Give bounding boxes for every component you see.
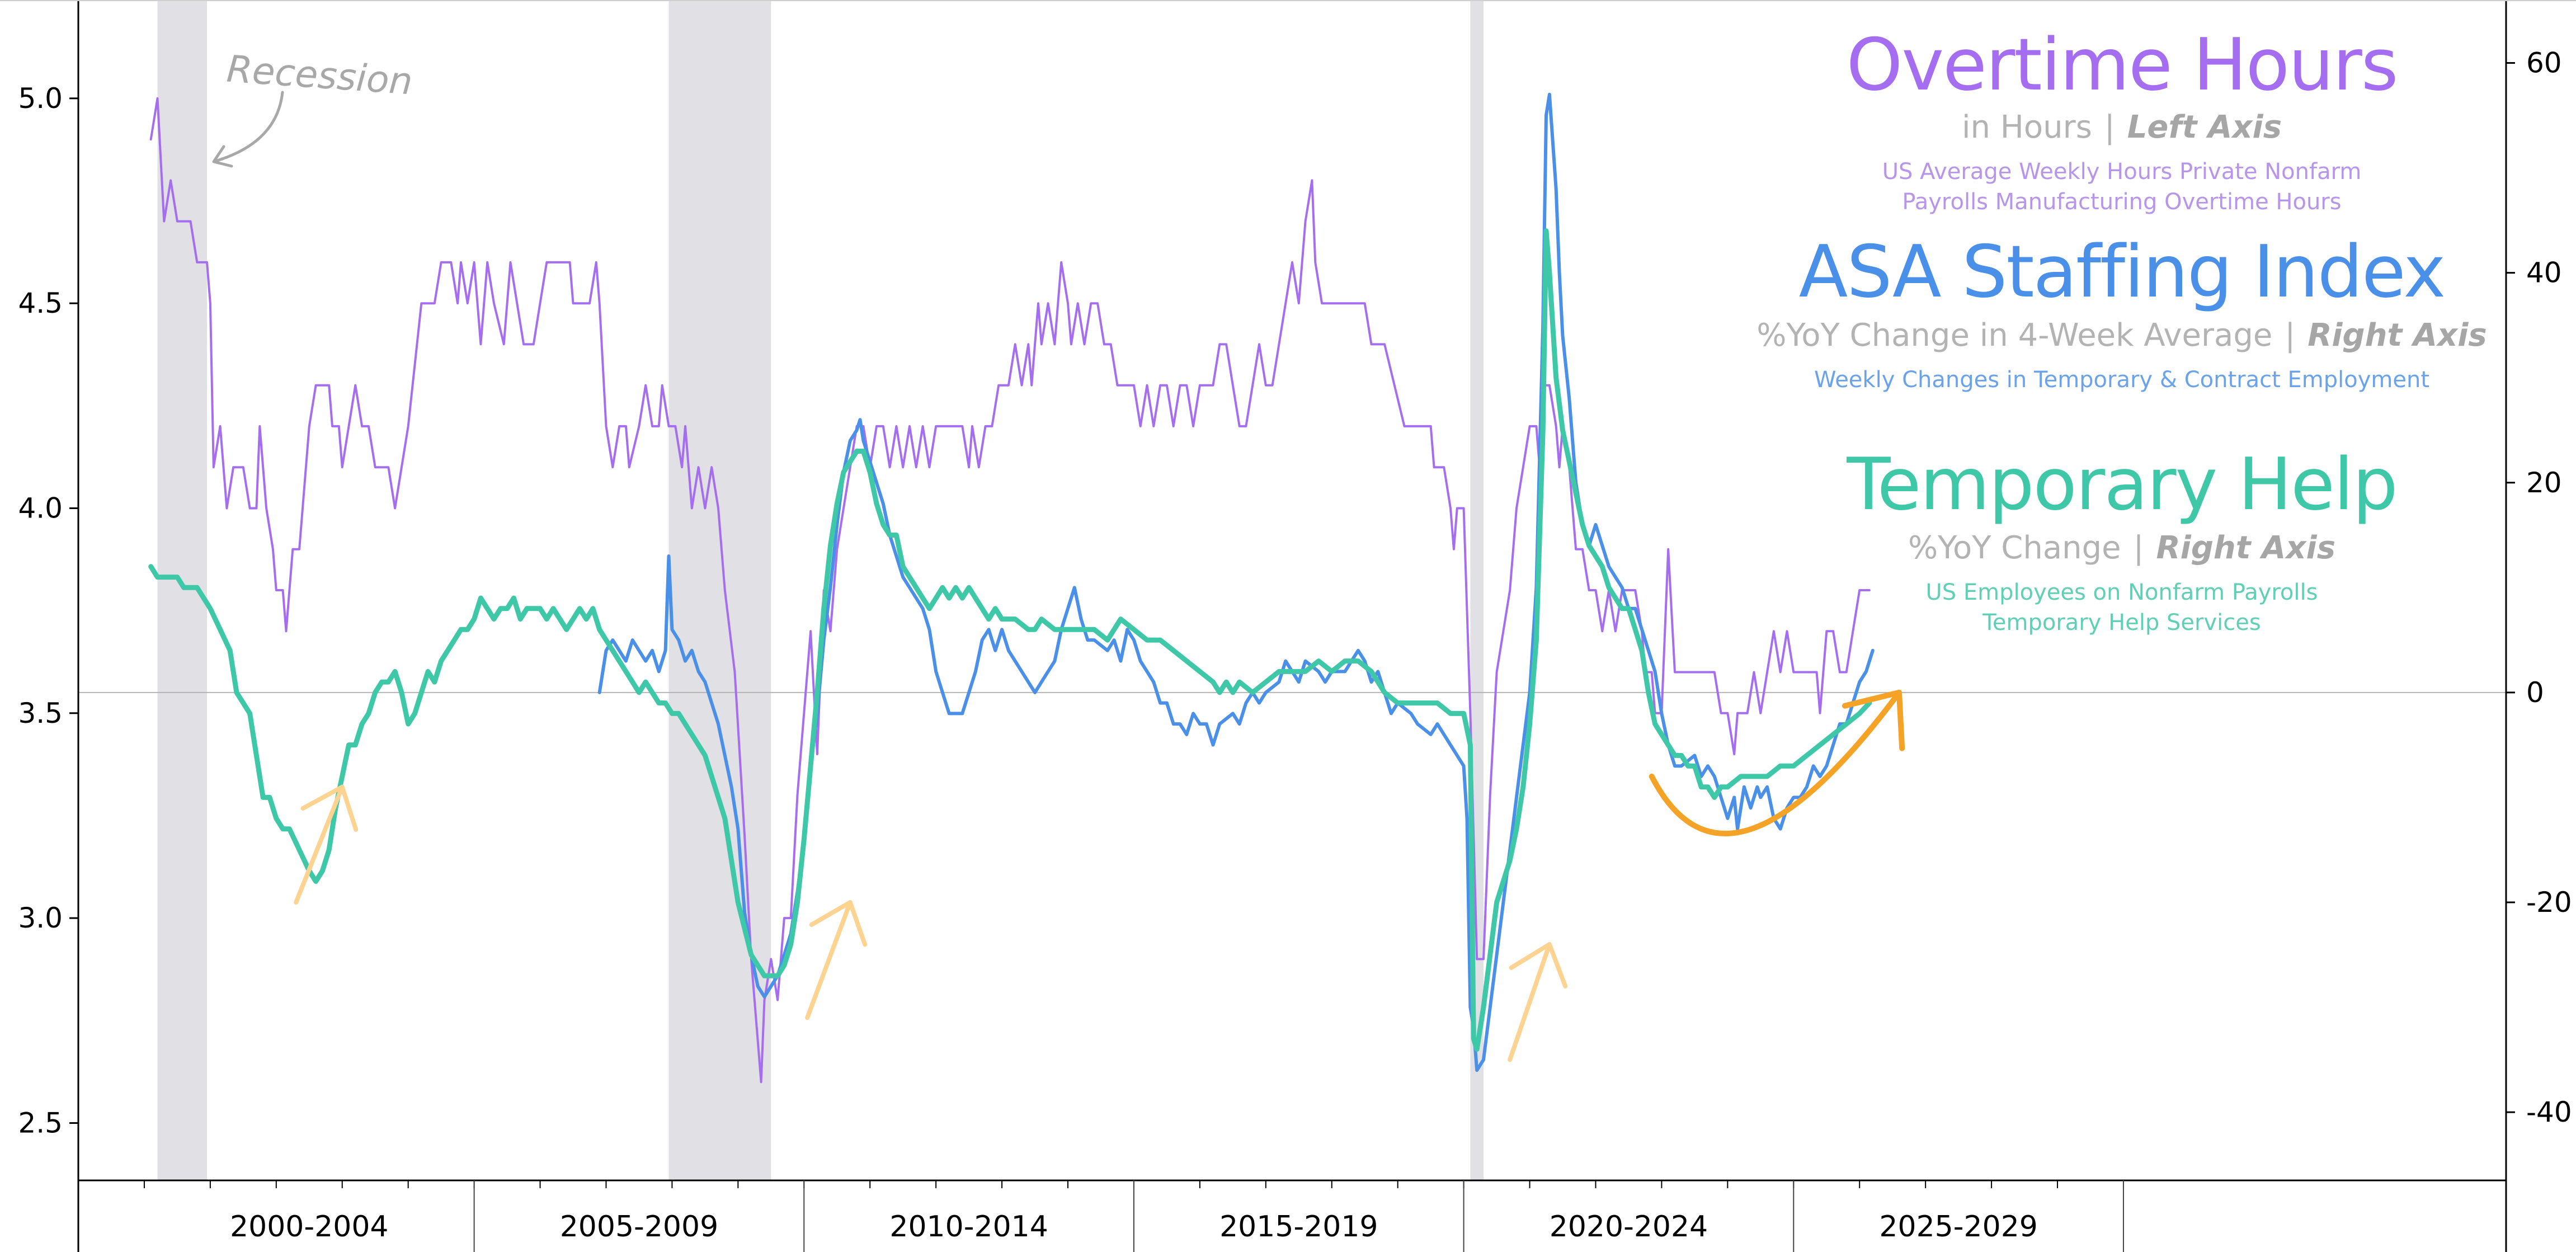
arrow-2020: [1508, 942, 1552, 1062]
legend-overtime-hours: Overtime Hours in Hours | Left Axis US Ave…: [1702, 23, 2541, 217]
legend-temp-axis: Right Axis: [2156, 530, 2336, 567]
legend-temp-unit: %YoY Change: [1908, 530, 2121, 567]
right-axis-tick-label: 40: [2526, 257, 2562, 289]
legend-overtime-axis: Left Axis: [2127, 109, 2282, 146]
recession-pointer-arrow: [214, 91, 284, 163]
left-axis-tick-label: 2.5: [18, 1107, 63, 1139]
legend-separator: |: [2133, 530, 2144, 567]
right-axis-tick-label: -20: [2526, 886, 2572, 919]
temporary-help-line: [148, 228, 1872, 1052]
x-period-label: 2025-2029: [1879, 1210, 2037, 1244]
left-axis-tick-label: 5.0: [18, 82, 63, 115]
arrow-2009-head: [809, 900, 868, 947]
series-lines: [148, 92, 1875, 1084]
left-axis-tick-label: 4.5: [18, 287, 63, 319]
x-period-label: 2010-2014: [889, 1210, 1048, 1244]
right-axis-tick-label: 60: [2526, 47, 2562, 79]
arrow-2020-head: [1509, 942, 1568, 989]
legend-overtime-unit: in Hours: [1961, 109, 2092, 146]
legend-separator: |: [2285, 317, 2296, 354]
annotations: [212, 91, 1905, 1062]
right-axis-tick-label: 20: [2526, 467, 2562, 499]
legend-asa-staffing-index: ASA Staffing Index %YoY Change in 4-Week…: [1702, 230, 2541, 395]
legend-overtime-desc: US Average Weekly Hours Private Nonfarm …: [1702, 157, 2541, 217]
legend-asa-subtitle: %YoY Change in 4-Week Average | Right Axis: [1702, 317, 2541, 354]
arrow-2001-head: [300, 784, 359, 832]
legend-temp-desc-line1: US Employees on Nonfarm Payrolls: [1925, 579, 2318, 605]
legend-asa-title: ASA Staffing Index: [1798, 230, 2446, 314]
arrow-2001: [294, 784, 345, 905]
legend-temp-desc: US Employees on Nonfarm Payrolls Tempora…: [1702, 577, 2541, 638]
x-period-label: 2015-2019: [1219, 1210, 1378, 1244]
overtime-hours-line: [149, 97, 1871, 1084]
legend-asa-unit: %YoY Change in 4-Week Average: [1756, 317, 2273, 354]
right-axis-tick-label: 0: [2526, 676, 2544, 709]
legend-asa-axis: Right Axis: [2307, 317, 2487, 354]
left-axis-tick-label: 3.0: [18, 902, 63, 934]
left-axis-tick-label: 3.5: [18, 697, 63, 729]
legend-overtime-desc-line2: Payrolls Manufacturing Overtime Hours: [1902, 189, 2342, 215]
legend-overtime-subtitle: in Hours | Left Axis: [1702, 109, 2541, 146]
arrow-2009: [805, 900, 853, 1020]
legend-temp-desc-line2: Temporary Help Services: [1982, 609, 2261, 636]
legend-overtime-desc-line1: US Average Weekly Hours Private Nonfarm: [1882, 158, 2362, 185]
legend-temp-subtitle: %YoY Change | Right Axis: [1702, 529, 2541, 567]
left-axis-tick-label: 4.0: [18, 492, 63, 524]
x-period-label: 2020-2024: [1550, 1210, 1708, 1244]
legend-asa-desc-line1: Weekly Changes in Temporary & Contract E…: [1814, 366, 2430, 393]
arrow-recovery-head: [1842, 689, 1905, 751]
legend-overtime-title: Overtime Hours: [1846, 23, 2399, 107]
legend-temp-title: Temporary Help: [1847, 443, 2398, 526]
legend-separator: |: [2104, 109, 2115, 146]
x-period-label: 2000-2004: [230, 1210, 388, 1244]
legend-asa-desc: Weekly Changes in Temporary & Contract E…: [1702, 365, 2541, 395]
asa-staffing-index-line: [597, 92, 1875, 1072]
legend-temporary-help: Temporary Help %YoY Change | Right Axis US…: [1702, 443, 2541, 638]
recession-pointer-arrow-head: [212, 145, 233, 168]
x-period-label: 2005-2009: [560, 1210, 718, 1244]
arrow-recovery: [1649, 689, 1902, 836]
right-axis-tick-label: -40: [2526, 1096, 2572, 1128]
recession-bands: [157, 0, 1484, 1180]
